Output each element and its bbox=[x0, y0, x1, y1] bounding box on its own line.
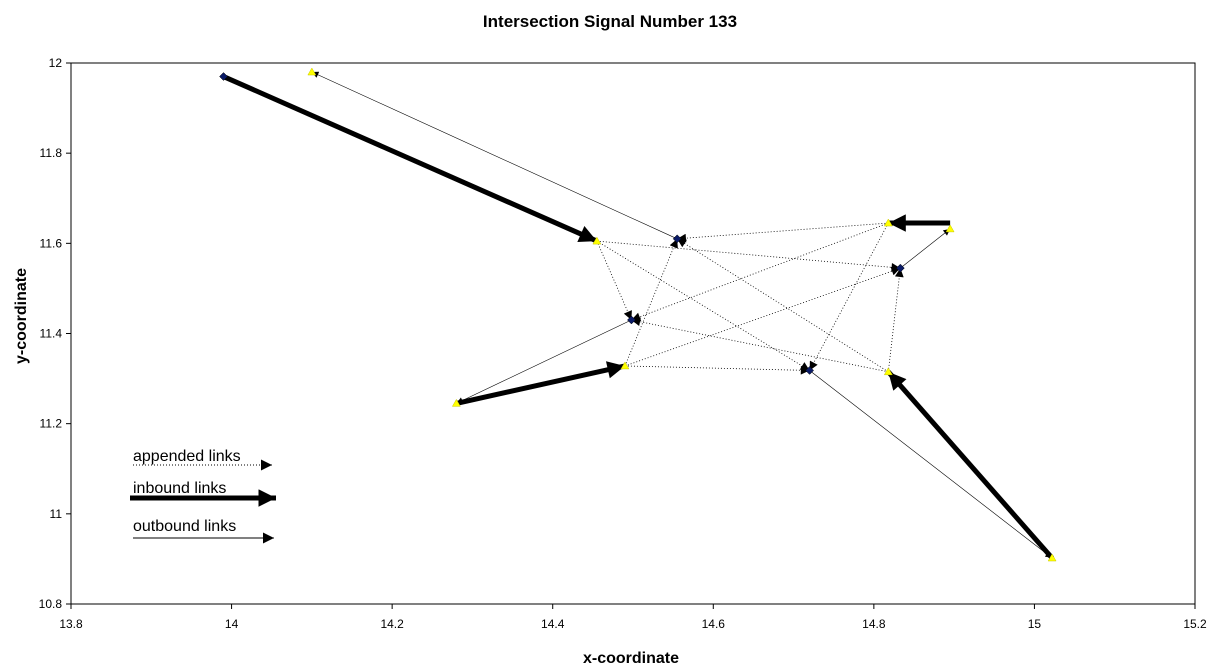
legend-label-outbound: outbound links bbox=[133, 518, 236, 535]
nodes-layer bbox=[219, 67, 1057, 562]
thick-link bbox=[222, 74, 598, 244]
legend-item-appended: appended links bbox=[133, 448, 272, 471]
x-tick-label: 15 bbox=[1028, 617, 1042, 631]
y-tick-label: 11.8 bbox=[40, 146, 63, 160]
dotted-link bbox=[596, 240, 810, 371]
y-tick-label: 12 bbox=[49, 56, 63, 70]
thin-link bbox=[311, 71, 678, 240]
x-tick-label: 14.8 bbox=[862, 617, 886, 631]
x-tick-label: 14.4 bbox=[541, 617, 565, 631]
node-triangle bbox=[883, 367, 893, 376]
y-tick-label: 11.2 bbox=[40, 417, 63, 431]
y-tick-label: 11 bbox=[50, 507, 63, 521]
node-triangle bbox=[620, 361, 630, 370]
chart-title: Intersection Signal Number 133 bbox=[483, 12, 737, 31]
dotted-link bbox=[624, 365, 810, 375]
thick-link bbox=[886, 370, 1054, 560]
thick-link bbox=[455, 361, 626, 406]
x-axis-ticks: 13.8 14 14.2 14.4 14.6 14.8 15 15.2 bbox=[59, 604, 1207, 631]
y-axis-label: y-coordinate bbox=[13, 268, 30, 364]
legend-item-inbound: inbound links bbox=[130, 480, 276, 507]
x-tick-label: 14.2 bbox=[380, 617, 404, 631]
dotted-link bbox=[631, 222, 889, 321]
legend-item-outbound: outbound links bbox=[133, 518, 274, 544]
legend: appended links inbound links outbound li… bbox=[130, 448, 276, 544]
dotted-link bbox=[677, 222, 889, 243]
node-triangle bbox=[592, 236, 602, 245]
node-diamond bbox=[672, 234, 682, 244]
node-triangle bbox=[307, 67, 317, 76]
node-diamond bbox=[805, 366, 814, 375]
node-diamond bbox=[895, 263, 905, 273]
x-tick-label: 14 bbox=[225, 617, 239, 631]
thin-link bbox=[456, 319, 632, 404]
legend-label-inbound: inbound links bbox=[133, 480, 226, 497]
legend-label-appended: appended links bbox=[133, 448, 241, 465]
x-axis-label: x-coordinate bbox=[583, 650, 679, 667]
node-triangle bbox=[1047, 553, 1057, 562]
y-tick-label: 11.6 bbox=[40, 236, 63, 250]
links-layer bbox=[222, 71, 1054, 560]
dotted-link bbox=[624, 266, 901, 367]
x-tick-label: 15.2 bbox=[1183, 617, 1207, 631]
x-tick-label: 14.6 bbox=[702, 617, 726, 631]
node-triangle bbox=[451, 398, 461, 407]
node-triangle bbox=[945, 224, 955, 233]
thin-link bbox=[900, 228, 951, 269]
node-triangle bbox=[883, 218, 893, 227]
x-tick-label: 13.8 bbox=[59, 617, 83, 631]
plot-area bbox=[70, 62, 1196, 605]
thin-link bbox=[809, 370, 1053, 559]
y-tick-label: 11.4 bbox=[40, 327, 63, 341]
node-diamond bbox=[219, 72, 228, 81]
y-axis-ticks: 10.8 11 11.2 11.4 11.6 11.8 12 bbox=[39, 56, 71, 611]
dotted-link bbox=[809, 222, 889, 371]
dotted-link bbox=[676, 238, 889, 373]
y-tick-label: 10.8 bbox=[39, 597, 63, 611]
node-diamond bbox=[627, 315, 636, 325]
dotted-link bbox=[624, 238, 678, 367]
